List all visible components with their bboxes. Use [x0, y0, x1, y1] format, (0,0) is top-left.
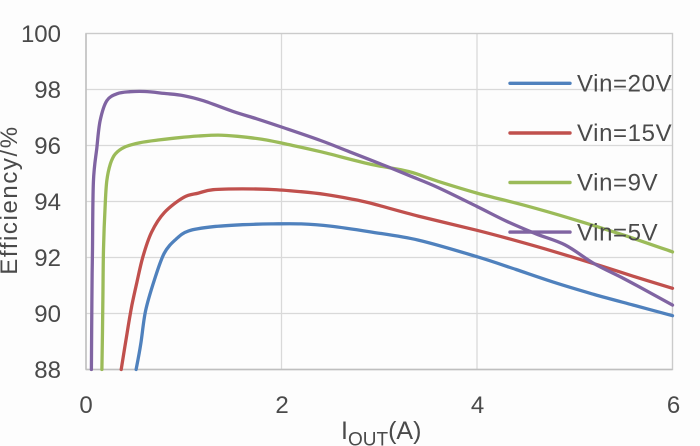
svg-text:Vin=9V: Vin=9V [577, 170, 658, 197]
svg-text:92: 92 [34, 245, 61, 272]
svg-text:90: 90 [34, 301, 61, 328]
svg-text:96: 96 [34, 133, 61, 160]
svg-text:6: 6 [667, 392, 680, 419]
svg-text:Efficiency/%: Efficiency/% [0, 125, 23, 274]
svg-text:98: 98 [34, 77, 61, 104]
svg-text:4: 4 [471, 392, 484, 419]
svg-text:2: 2 [275, 392, 288, 419]
svg-text:Vin=15V: Vin=15V [577, 120, 672, 147]
svg-text:88: 88 [34, 357, 61, 384]
svg-text:Vin=5V: Vin=5V [577, 219, 658, 246]
svg-text:Vin=20V: Vin=20V [577, 71, 672, 98]
svg-text:0: 0 [79, 392, 92, 419]
svg-text:100: 100 [21, 21, 61, 48]
svg-text:94: 94 [34, 189, 61, 216]
